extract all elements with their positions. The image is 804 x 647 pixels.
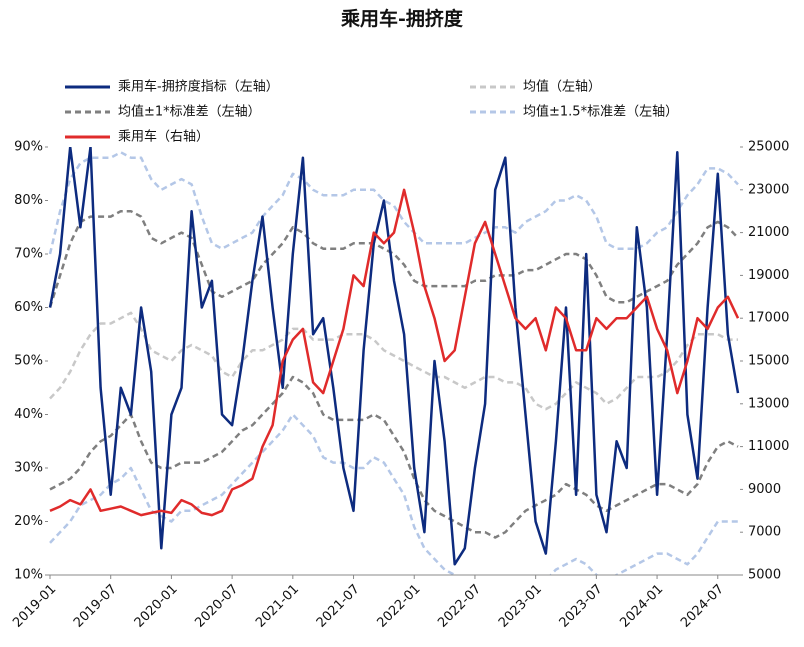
- x-tick-label: 2023-01: [496, 582, 545, 631]
- series-line: [49, 413, 738, 575]
- y2-tick-label: 15000: [748, 354, 789, 369]
- chart-title: 乘用车-拥挤度: [340, 7, 464, 30]
- y2-tick-label: 11000: [748, 439, 789, 454]
- x-tick-label: 2022-01: [375, 582, 424, 631]
- series-line: [48, 151, 739, 255]
- legend-label: 乘用车-拥挤度指标（左轴）: [118, 79, 279, 95]
- x-tick-label: 2019-01: [10, 582, 59, 631]
- y-tick-label: 80%: [14, 193, 43, 208]
- series-line: [48, 147, 740, 566]
- legend-label: 均值（左轴）: [523, 79, 601, 95]
- x-tick-label: 2022-07: [435, 582, 484, 631]
- y2-tick-label: 13000: [748, 396, 789, 411]
- series-line: [49, 188, 740, 517]
- x-tick-label: 2024-01: [617, 582, 666, 631]
- y-tick-label: 30%: [14, 461, 43, 476]
- x-tick-label: 2020-01: [132, 582, 181, 631]
- series-line: [48, 209, 739, 308]
- legend-label: 均值±1.5*标准差（左轴）: [523, 104, 678, 120]
- x-tick-label: 2021-01: [253, 582, 302, 631]
- y2-tick-label: 19000: [748, 268, 789, 283]
- y-tick-label: 50%: [14, 354, 43, 369]
- x-tick-label: 2019-07: [71, 582, 120, 631]
- y2-tick-label: 23000: [748, 182, 789, 197]
- y-tick-label: 10%: [14, 568, 43, 583]
- y-tick-label: 90%: [14, 140, 43, 155]
- x-tick-label: 2024-07: [678, 582, 727, 631]
- y2-tick-label: 9000: [748, 482, 781, 497]
- y-tick-label: 60%: [14, 300, 43, 315]
- y2-tick-label: 17000: [748, 311, 789, 326]
- x-tick-label: 2021-07: [314, 582, 363, 631]
- y2-tick-label: 21000: [748, 225, 789, 240]
- x-tick-label: 2020-07: [192, 582, 241, 631]
- y2-tick-label: 7000: [748, 525, 781, 540]
- y2-tick-label: 5000: [748, 568, 781, 583]
- legend-label: 均值±1*标准差（左轴）: [118, 104, 261, 120]
- series-line: [49, 311, 738, 411]
- x-tick-label: 2023-07: [557, 582, 606, 631]
- y-tick-label: 70%: [14, 247, 43, 262]
- y2-tick-label: 25000: [748, 140, 789, 155]
- y-tick-label: 20%: [14, 514, 43, 529]
- y-tick-label: 40%: [14, 407, 43, 422]
- plot-area: [48, 147, 740, 575]
- legend-label: 乘用车（右轴）: [118, 129, 209, 145]
